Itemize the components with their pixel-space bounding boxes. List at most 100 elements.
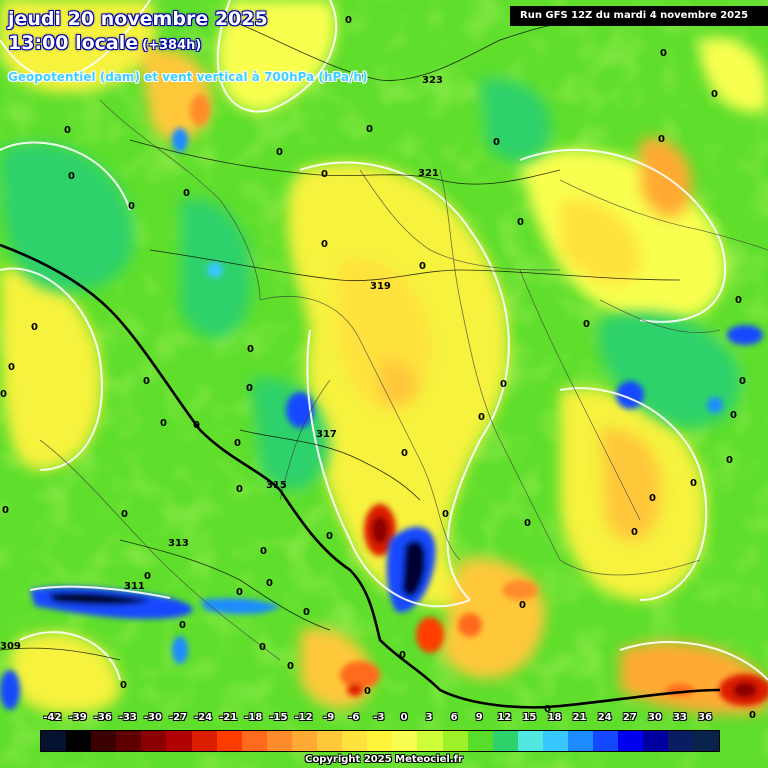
legend-label: 9 [475,712,483,723]
zero-label: 0 [493,137,500,148]
zero-label: 0 [739,376,746,387]
contour-label: 309 [0,641,21,652]
contour-label: 319 [370,281,391,292]
legend-label: -33 [118,712,137,723]
zero-label: 0 [236,484,243,495]
lead-time: (+384h) [142,38,202,53]
legend-bar [40,730,720,752]
zero-label: 0 [631,527,638,538]
zero-label: 0 [144,571,151,582]
legend-swatch [166,731,192,751]
zero-label: 0 [179,620,186,631]
zero-label: 0 [399,650,406,661]
zero-label: 0 [120,680,127,691]
zero-label: 0 [247,344,254,355]
zero-label: 0 [321,239,328,250]
legend-swatch [191,731,217,751]
geopotential-contours-secondary [0,19,681,661]
legend-swatch [417,731,443,751]
legend-swatch [593,731,619,751]
zero-label: 0 [68,171,75,182]
zero-label: 0 [8,362,15,373]
legend-label: -42 [43,712,62,723]
legend-label: 18 [547,712,562,723]
field-red-spots [190,94,768,706]
legend-swatch [517,731,543,751]
zero-label: 0 [193,420,200,431]
zero-label: 0 [658,134,665,145]
forecast-time: 13:00 locale (+384h) [8,32,201,54]
legend-swatch [567,731,594,751]
zero-label: 0 [236,587,243,598]
legend-swatch [291,731,318,751]
legend-swatch [266,731,292,751]
zero-label: 0 [276,147,283,158]
zero-label: 0 [259,642,266,653]
legend-swatch [116,731,142,751]
zero-label: 0 [287,661,294,672]
zero-label: 0 [366,124,373,135]
legend-label: 33 [673,712,688,723]
zero-isolines [0,0,768,681]
legend-label: -39 [68,712,87,723]
legend-label: -18 [244,712,263,723]
zero-label: 0 [303,607,310,618]
legend-label: 6 [450,712,458,723]
contour-label: 313 [168,538,189,549]
zero-label: 0 [2,505,9,516]
legend-label: -21 [219,712,238,723]
zero-label: 0 [345,15,352,26]
legend-swatch [216,731,242,751]
zero-label: 0 [730,410,737,421]
legend-label: -6 [348,712,360,723]
legend-swatch [342,731,368,751]
contour-label: 317 [316,429,337,440]
forecast-time-label: 13:00 locale [8,32,139,54]
legend-swatch [392,731,418,751]
legend-swatch [41,731,67,751]
zero-label: 0 [524,518,531,529]
legend-swatch [317,731,343,751]
legend-swatch [668,731,694,751]
legend-label: 3 [425,712,433,723]
legend-swatch [91,731,117,751]
borders [39,99,768,661]
zero-label: 0 [749,710,756,721]
zero-label: 0 [419,261,426,272]
legend-label: -27 [169,712,188,723]
legend-swatch [693,731,719,751]
zero-label: 0 [583,319,590,330]
legend-label: 30 [647,712,662,723]
copyright: Copyright 2025 Meteociel.fr [305,754,463,765]
legend-label: 24 [597,712,612,723]
legend-label: 21 [572,712,587,723]
zero-label: 0 [160,418,167,429]
legend-swatch [492,731,518,751]
run-info: Run GFS 12Z du mardi 4 novembre 2025 [510,6,768,26]
legend-labels: -42 -39 -36 -33 -30 -27 -24 -21 -18 -15 -12 -9 -6 -3 0… [40,712,718,728]
zero-label: 0 [64,125,71,136]
zero-label: 0 [517,217,524,228]
legend-swatch [367,731,393,751]
zero-label: 0 [442,509,449,520]
legend-label: -3 [373,712,385,723]
legend-swatch [542,731,568,751]
geopotential-contours [0,243,721,709]
zero-label: 0 [326,531,333,542]
contour-label: 315 [266,480,287,491]
map-subtitle: Geopotentiel (dam) et vent vertical à 70… [8,70,368,84]
legend-label: -15 [269,712,288,723]
zero-label: 0 [544,704,551,715]
legend-swatch [618,731,644,751]
zero-label: 0 [649,493,656,504]
zero-label: 0 [266,578,273,589]
legend-label: 12 [497,712,512,723]
legend-label: 27 [622,712,637,723]
zero-labels: 0 0 0 0 0 0 0 0 0 0 0 0 0 0 0 0 0 0 0 0 … [0,15,756,721]
zero-label: 0 [0,389,7,400]
legend-label: 36 [698,712,713,723]
legend-label: -30 [143,712,162,723]
zero-label: 0 [735,295,742,306]
zero-label: 0 [128,201,135,212]
